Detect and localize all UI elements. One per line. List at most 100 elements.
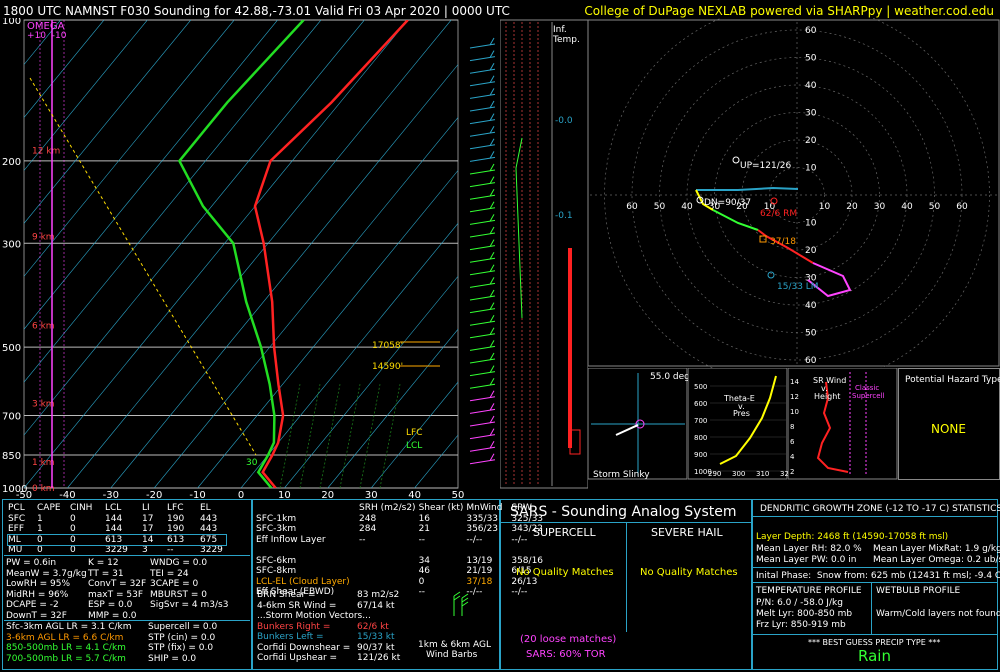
sr-y-tick-5: 4 xyxy=(790,453,795,461)
hazard-value: NONE xyxy=(931,422,966,436)
pressure-tick-1: 200 xyxy=(2,157,21,168)
theta-x-tick-2: 310 xyxy=(756,470,769,478)
wind-barb-flag-16 xyxy=(489,239,495,247)
hodo-ring-label-e-0: 10 xyxy=(819,202,831,212)
wind-barb-27 xyxy=(469,383,496,389)
inflow-value-2: -0.1 xyxy=(555,211,573,221)
pressure-tick-3: 500 xyxy=(2,343,21,354)
hodo-ring-label-e-4: 50 xyxy=(929,202,941,212)
wind-barb-flag-12 xyxy=(489,188,495,197)
dgz-melt: Melt Lyr: 800-850 mb xyxy=(756,609,853,619)
sars-no-match-1: No Quality Matches xyxy=(516,567,614,578)
hodo-ring-label-s-4: 50 xyxy=(805,329,817,339)
height-label-1: 9 km xyxy=(32,232,55,242)
isotherm-line xyxy=(24,20,191,224)
wind-barb-flag-21 xyxy=(489,302,495,310)
isotherm-line xyxy=(24,20,278,330)
dgz-rh: Mean Layer RH: 82.0 % xyxy=(756,544,862,554)
dgz-wetbulb: WETBULB PROFILE xyxy=(876,586,961,596)
mixing-ratio-line-5 xyxy=(379,384,401,489)
dgz-omega: Mean Layer Omega: 0.2 ub/s xyxy=(873,555,1000,565)
sars-loose: (20 loose matches) xyxy=(520,634,617,645)
wind-barb-flag-19 xyxy=(489,277,495,285)
mixing-ratio-line-3 xyxy=(339,384,361,489)
sr-y-tick-4: 6 xyxy=(790,438,795,446)
wind-barbs-icon xyxy=(453,591,469,616)
wind-barb-flag-26 xyxy=(489,365,495,373)
mixing-ratio-line-0 xyxy=(279,384,301,489)
theta-sub2: Pres xyxy=(733,409,750,418)
hodo-point-up xyxy=(732,156,740,164)
temp-tick-4: -10 xyxy=(189,490,205,500)
wind-barb-30 xyxy=(469,421,496,427)
hodo-ring-label-w-5: 60 xyxy=(626,202,638,212)
dgz-best-guess: *** BEST GUESS PRECIP TYPE *** xyxy=(808,638,941,647)
hodo-ring-label-s-2: 30 xyxy=(805,274,817,284)
wind-barb-17 xyxy=(469,257,496,263)
hodo-ring-label-n-1: 20 xyxy=(805,136,817,146)
wind-barb-flag-3 xyxy=(489,75,495,84)
inflow-box xyxy=(569,429,581,455)
wind-barb-15 xyxy=(469,232,496,238)
hodo-segment-6-9 xyxy=(712,209,759,231)
wind-barb-32 xyxy=(469,446,496,452)
theta-y-tick-5: 1000 xyxy=(694,468,712,476)
dgz-divider xyxy=(752,516,998,517)
theta-title: Theta-E xyxy=(724,394,755,403)
sr-y-tick-2: 10 xyxy=(790,408,799,416)
hodo-segment-9-12 xyxy=(757,229,814,264)
wind-barb-flag-15 xyxy=(489,226,495,235)
hodo-ring-label-n-5: 60 xyxy=(805,26,817,36)
hodograph-panel: 1010101020202020303030304040404050505050… xyxy=(588,18,1000,368)
hodo-ring-label-e-1: 20 xyxy=(846,202,858,212)
hodo-ring-10 xyxy=(769,167,825,223)
temp-tick-10: 50 xyxy=(452,490,465,500)
index-col-3: WNDG = 0.0 TEI = 24 3CAPE = 0 MBURST = 0 Si… xyxy=(150,558,229,610)
theta-y-tick-4: 900 xyxy=(694,451,707,459)
sars-panel xyxy=(500,499,752,670)
isotherm-line xyxy=(24,20,148,171)
hodo-ring-label-n-4: 50 xyxy=(805,54,817,64)
wind-barb-21 xyxy=(469,308,496,314)
thermo-panel xyxy=(2,499,252,670)
sars-severe-hail: SEVERE HAIL xyxy=(651,526,723,539)
wind-barb-20 xyxy=(469,295,496,301)
wind-barb-flag-17 xyxy=(489,251,495,260)
dgz-depth: Layer Depth: 2468 ft (14590-17058 ft msl… xyxy=(756,532,949,542)
sars-supercell: SUPERCELL xyxy=(533,526,596,539)
isotherm-line xyxy=(457,487,458,488)
sr-wind-panel: 14 12 10 8 6 4 2 xyxy=(788,368,898,480)
wind-barb-flag-2 xyxy=(489,62,495,71)
temp-tick-8: 30 xyxy=(365,490,378,500)
hodo-ring-label-w-3: 40 xyxy=(681,202,693,212)
wind-barb-26 xyxy=(469,371,496,377)
isotherm-line xyxy=(370,381,458,488)
parcel-table: PCL CAPE CINH LCL LI LFC EL SFC 1 0 144 17 190 44… xyxy=(7,503,227,556)
kinematics-table: SRH (m2/s2) Shear (kt) MnWind SRW SFC-1km 24… xyxy=(256,503,544,597)
parcel-row-ml: ML 0 0 613 14 613 675 xyxy=(7,533,227,546)
sr-y-tick-3: 8 xyxy=(790,423,794,431)
wind-barb-1 xyxy=(469,56,496,62)
wind-barb-flag-23 xyxy=(489,327,495,336)
wind-barb-31 xyxy=(469,434,496,440)
sr-supercell: Supercell xyxy=(852,392,885,400)
barb-label-2: Wind Barbs xyxy=(426,650,478,660)
wind-barb-29 xyxy=(469,408,496,414)
hodo-ring-label-e-3: 40 xyxy=(901,202,913,212)
kinematic-panel xyxy=(252,499,500,670)
sars-tor: SARS: 60% TOR xyxy=(526,649,606,660)
hodo-point-lm xyxy=(767,271,775,279)
wind-barb-flag-27 xyxy=(489,377,495,386)
hodo-point-rm xyxy=(770,197,778,205)
temp-tick-0: -50 xyxy=(16,490,32,500)
hodo-label-rm: 62/6 RM xyxy=(760,209,797,219)
temp-tick-7: 20 xyxy=(321,490,334,500)
wind-barb-flag-7 xyxy=(489,125,495,134)
hodo-ring-30 xyxy=(714,112,880,278)
dgz-temp-profile: TEMPERATURE PROFILE xyxy=(756,586,862,596)
hodo-label-dn: DN=90/37 xyxy=(704,198,751,208)
wind-barb-flag-28 xyxy=(489,390,495,399)
index-col-1: PW = 0.6in MeanW = 3.7g/kg LowRH = 95% Mid… xyxy=(6,558,87,621)
sr-y-tick-1: 12 xyxy=(790,393,799,401)
dgz-divider-2 xyxy=(752,567,998,568)
